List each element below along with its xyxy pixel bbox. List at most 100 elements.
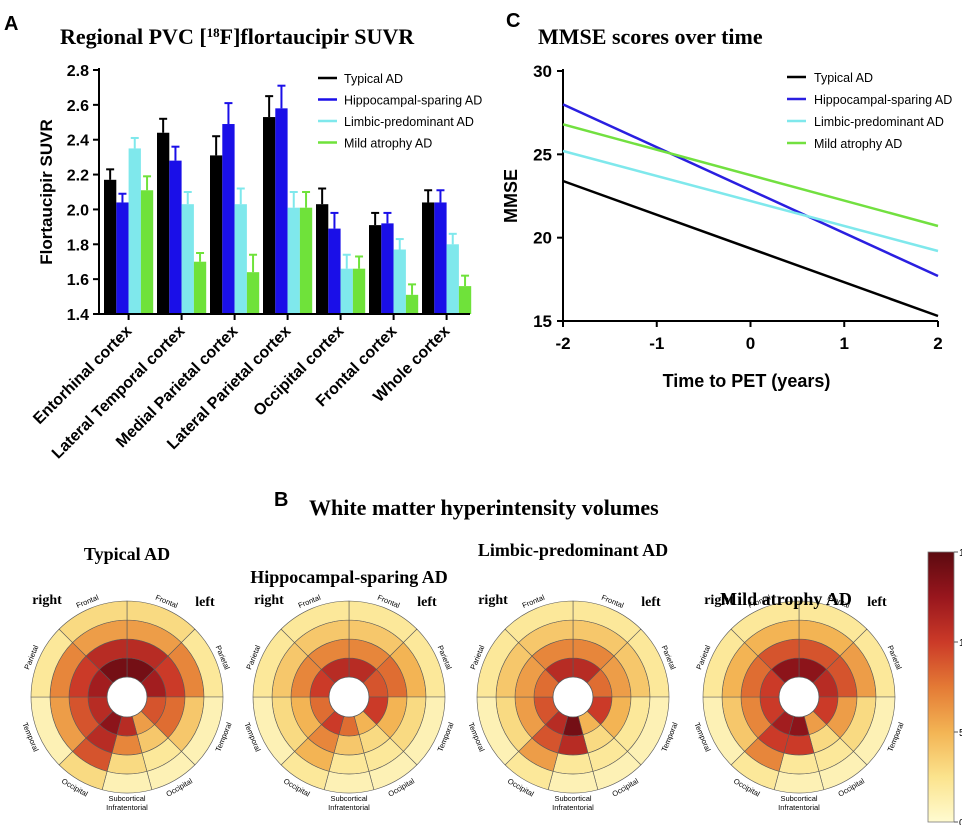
c-legend-label: Hippocampal-sparing AD bbox=[814, 93, 952, 107]
a-y-tick-label: 2.8 bbox=[67, 63, 89, 80]
b-heatmap-cell bbox=[328, 752, 370, 775]
a-bar bbox=[299, 207, 313, 314]
b-side-label-right: right bbox=[32, 593, 62, 608]
b-colorbar-tick-label: 10 bbox=[959, 638, 962, 649]
b-center-hole bbox=[778, 676, 820, 718]
b-region-label: Infratentorial bbox=[328, 803, 370, 812]
b-region-label: Subcortical bbox=[330, 794, 367, 803]
a-bar bbox=[263, 117, 276, 314]
b-bullseye-plot: Limbic-predominant ADFrontalParietalTemp… bbox=[466, 540, 679, 812]
panel-c-title: MMSE scores over time bbox=[538, 24, 763, 49]
a-bar bbox=[210, 155, 223, 314]
b-side-label-left: left bbox=[867, 595, 887, 610]
b-heatmap-cell bbox=[552, 752, 594, 775]
b-heatmap-cell bbox=[58, 600, 128, 643]
b-region-label: Infratentorial bbox=[778, 803, 820, 812]
a-y-tick-label: 1.6 bbox=[67, 272, 89, 289]
c-y-tick-label: 25 bbox=[533, 145, 552, 164]
panel-b-letter: B bbox=[274, 489, 288, 511]
b-colorbar bbox=[927, 551, 955, 823]
a-bar bbox=[222, 124, 235, 315]
a-bar bbox=[405, 294, 419, 314]
c-y-tick-label: 30 bbox=[533, 62, 552, 81]
a-bar bbox=[116, 202, 129, 314]
b-center-hole bbox=[552, 676, 594, 718]
panel-b-title: White matter hyperintensity volumes bbox=[309, 495, 659, 520]
c-x-axis-label: Time to PET (years) bbox=[663, 371, 831, 391]
b-center-hole bbox=[106, 676, 148, 718]
c-x-tick-label: 2 bbox=[933, 334, 942, 353]
b-heatmap-cell bbox=[783, 734, 815, 756]
b-heatmap-cell bbox=[557, 734, 589, 756]
b-colorbar-tick-label: 15 bbox=[959, 548, 962, 559]
c-legend-label: Mild atrophy AD bbox=[814, 137, 902, 151]
b-plot-title: Hippocampal-sparing AD bbox=[250, 567, 448, 587]
b-side-label-right: right bbox=[478, 593, 508, 608]
a-x-tick-label: Entorhinal cortex bbox=[30, 323, 135, 428]
b-region-label: Subcortical bbox=[108, 794, 145, 803]
panel-c-line-chart: C MMSE scores over time 15 20 25 30 -2 -1 0 1 2 T… bbox=[501, 10, 952, 391]
b-colorbar-tick-label: 0 bbox=[959, 818, 962, 825]
c-y-tick-label: 20 bbox=[533, 229, 552, 248]
b-center-hole bbox=[328, 676, 370, 718]
b-colorbar-tick-label: 5 bbox=[959, 728, 962, 739]
a-bar bbox=[316, 204, 329, 314]
panel-b-heatmaps: B White matter hyperintensity volumes Ty… bbox=[20, 489, 962, 825]
c-y-tick-label: 15 bbox=[533, 312, 552, 331]
a-bar bbox=[446, 244, 459, 314]
b-heatmap-cell bbox=[333, 734, 365, 756]
a-bar bbox=[181, 204, 194, 314]
a-bar bbox=[381, 223, 394, 314]
a-y-tick-label: 2.2 bbox=[67, 168, 89, 185]
a-bar bbox=[169, 160, 182, 314]
c-series-line bbox=[562, 179, 939, 318]
a-bar bbox=[275, 108, 288, 314]
b-bullseye-plot: Hippocampal-sparing ADFrontalParietalTem… bbox=[242, 567, 455, 812]
a-legend-label: Limbic-predominant AD bbox=[344, 115, 474, 129]
a-y-tick-label: 2.6 bbox=[67, 98, 89, 115]
b-plot-title: Limbic-predominant AD bbox=[478, 540, 668, 560]
b-region-label: Infratentorial bbox=[552, 803, 594, 812]
b-side-label-left: left bbox=[641, 595, 661, 610]
a-bar bbox=[422, 202, 435, 314]
b-side-label-left: left bbox=[195, 595, 215, 610]
b-heatmap-cell bbox=[504, 600, 574, 643]
a-legend-label: Hippocampal-sparing AD bbox=[344, 94, 482, 108]
b-region-label: Subcortical bbox=[780, 794, 817, 803]
b-region-label: Infratentorial bbox=[106, 803, 148, 812]
a-bar bbox=[340, 268, 353, 314]
a-bar bbox=[393, 249, 406, 314]
b-heatmap-cell bbox=[280, 600, 350, 643]
a-bar bbox=[434, 202, 447, 314]
a-legend-label: Mild atrophy AD bbox=[344, 137, 432, 151]
a-bar bbox=[246, 272, 260, 314]
c-series-line bbox=[562, 103, 939, 278]
a-bar bbox=[140, 190, 154, 314]
b-side-label-right: right bbox=[254, 593, 284, 608]
a-bar bbox=[157, 132, 170, 314]
a-y-tick-label: 2.0 bbox=[67, 202, 89, 219]
a-y-axis-label: Flortaucipir SUVR bbox=[37, 119, 56, 264]
b-heatmap-cell bbox=[101, 771, 153, 794]
b-heatmap-cell bbox=[547, 771, 599, 794]
c-x-tick-label: -1 bbox=[649, 334, 664, 353]
a-bar bbox=[287, 207, 300, 314]
c-y-axis-label: MMSE bbox=[501, 169, 521, 223]
c-x-tick-label: 1 bbox=[840, 334, 849, 353]
panel-a-letter: A bbox=[4, 13, 18, 35]
b-heatmap-cell bbox=[111, 734, 143, 756]
b-region-label: Subcortical bbox=[554, 794, 591, 803]
a-bar bbox=[193, 261, 207, 314]
b-plot-title: Mild atrophy AD bbox=[720, 589, 852, 609]
a-bar bbox=[128, 148, 141, 314]
a-bar bbox=[328, 228, 341, 314]
c-series-line bbox=[562, 149, 939, 253]
a-bar bbox=[369, 225, 382, 314]
a-legend-label: Typical AD bbox=[344, 72, 403, 86]
panel-a-title: Regional PVC [18F]flortaucipir SUVR bbox=[60, 24, 415, 49]
b-side-label-right: right bbox=[704, 593, 734, 608]
c-x-tick-label: 0 bbox=[746, 334, 755, 353]
b-heatmap-cell bbox=[778, 752, 820, 775]
b-heatmap-cell bbox=[323, 771, 375, 794]
